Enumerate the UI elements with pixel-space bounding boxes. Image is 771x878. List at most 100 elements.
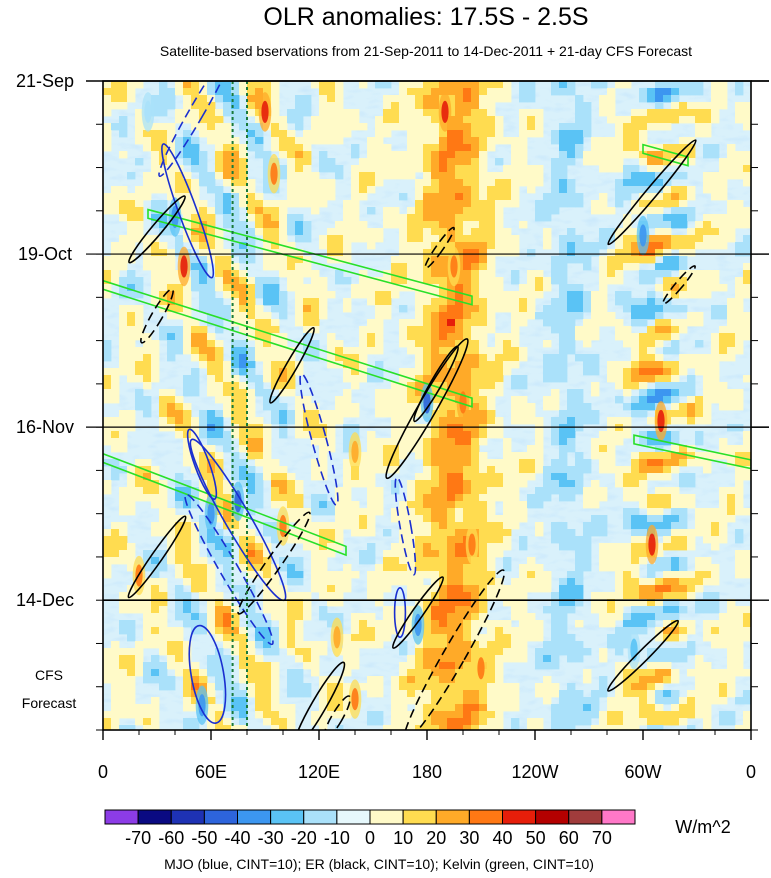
field-cell	[279, 312, 288, 320]
field-cell	[583, 361, 592, 369]
field-cell	[295, 179, 304, 187]
field-cell	[599, 270, 608, 278]
field-cell	[519, 620, 528, 628]
field-cell	[471, 347, 480, 355]
field-cell	[463, 249, 472, 257]
field-cell	[415, 354, 424, 362]
field-cell	[479, 256, 488, 264]
field-cell	[695, 221, 704, 229]
field-cell	[495, 620, 504, 628]
field-cell	[191, 445, 200, 453]
field-cell	[335, 403, 344, 411]
field-cell	[351, 515, 360, 523]
field-cell	[439, 319, 448, 327]
field-cell	[615, 704, 624, 712]
field-cell	[271, 417, 280, 425]
field-cell	[615, 557, 624, 565]
field-cell	[455, 445, 464, 453]
field-cell	[591, 515, 600, 523]
field-cell	[167, 151, 176, 159]
field-cell	[423, 655, 432, 663]
field-cell	[439, 375, 448, 383]
field-cell	[407, 368, 416, 376]
field-cell	[543, 214, 552, 222]
field-cell	[239, 312, 248, 320]
field-cell	[223, 158, 232, 166]
field-cell	[311, 501, 320, 509]
field-cell	[343, 564, 352, 572]
field-cell	[255, 88, 264, 96]
field-cell	[711, 529, 720, 537]
field-cell	[351, 613, 360, 621]
field-cell	[679, 564, 688, 572]
field-cell	[327, 242, 336, 250]
field-cell	[327, 704, 336, 712]
field-cell	[463, 599, 472, 607]
field-cell	[159, 242, 168, 250]
field-cell	[703, 571, 712, 579]
field-cell	[255, 480, 264, 488]
field-cell	[343, 585, 352, 593]
field-cell	[455, 648, 464, 656]
field-cell	[487, 116, 496, 124]
field-cell	[423, 459, 432, 467]
field-cell	[415, 249, 424, 257]
field-cell	[535, 662, 544, 670]
field-cell	[111, 389, 120, 397]
field-cell	[663, 214, 672, 222]
field-cell	[727, 347, 736, 355]
field-cell	[423, 81, 432, 89]
field-cell	[703, 375, 712, 383]
field-cell	[223, 564, 232, 572]
field-cell	[639, 256, 648, 264]
field-cell	[319, 88, 328, 96]
field-cell	[247, 186, 256, 194]
field-cell	[631, 550, 640, 558]
field-cell	[711, 641, 720, 649]
field-cell	[519, 158, 528, 166]
field-cell	[631, 368, 640, 376]
field-cell	[519, 130, 528, 138]
field-cell	[215, 368, 224, 376]
field-cell	[703, 354, 712, 362]
field-cell	[343, 375, 352, 383]
field-cell	[655, 508, 664, 516]
field-cell	[559, 613, 568, 621]
field-cell	[375, 403, 384, 411]
field-cell	[455, 214, 464, 222]
field-cell	[167, 515, 176, 523]
field-cell	[191, 697, 200, 705]
field-cell	[655, 354, 664, 362]
field-cell	[727, 319, 736, 327]
field-cell	[271, 214, 280, 222]
field-cell	[583, 494, 592, 502]
field-cell	[743, 333, 751, 341]
field-cell	[295, 186, 304, 194]
field-cell	[287, 137, 296, 145]
field-cell	[119, 529, 128, 537]
field-cell	[215, 319, 224, 327]
field-cell	[319, 102, 328, 110]
field-cell	[423, 109, 432, 117]
field-cell	[183, 207, 192, 215]
field-cell	[663, 592, 672, 600]
field-cell	[199, 116, 208, 124]
field-cell	[631, 522, 640, 530]
field-cell	[479, 396, 488, 404]
field-cell	[191, 319, 200, 327]
field-cell	[479, 193, 488, 201]
field-cell	[119, 361, 128, 369]
field-cell	[295, 256, 304, 264]
field-cell	[279, 431, 288, 439]
field-cell	[183, 333, 192, 341]
field-cell	[279, 207, 288, 215]
field-cell	[527, 473, 536, 481]
field-cell	[127, 340, 136, 348]
field-cell	[495, 473, 504, 481]
field-cell	[655, 515, 664, 523]
field-cell	[103, 655, 112, 663]
field-cell	[391, 690, 400, 698]
field-cell	[183, 683, 192, 691]
field-cell	[183, 459, 192, 467]
field-cell	[159, 214, 168, 222]
